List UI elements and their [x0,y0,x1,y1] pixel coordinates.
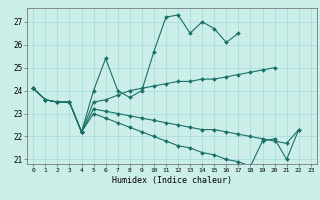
X-axis label: Humidex (Indice chaleur): Humidex (Indice chaleur) [112,176,232,185]
